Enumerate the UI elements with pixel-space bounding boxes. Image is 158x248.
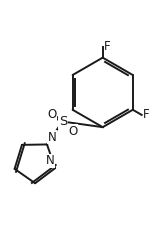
Text: N: N bbox=[46, 154, 54, 167]
Text: F: F bbox=[104, 40, 111, 53]
Text: S: S bbox=[59, 115, 67, 128]
Text: N: N bbox=[48, 131, 57, 144]
Text: O: O bbox=[47, 108, 56, 122]
Text: O: O bbox=[68, 125, 77, 138]
Text: F: F bbox=[143, 108, 150, 122]
